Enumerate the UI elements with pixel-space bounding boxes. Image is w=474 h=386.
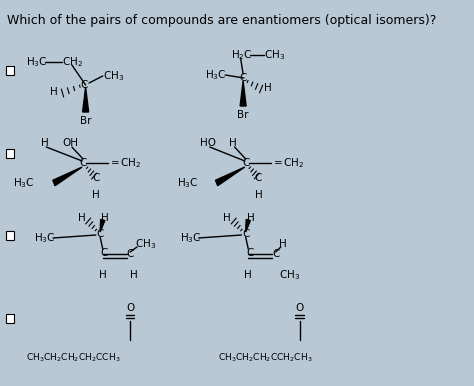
Polygon shape: [240, 81, 246, 106]
Polygon shape: [216, 167, 245, 186]
Text: H$_3$C: H$_3$C: [180, 231, 201, 245]
Bar: [7, 230, 14, 239]
Text: O: O: [126, 303, 134, 313]
Text: CH$_3$: CH$_3$: [279, 268, 301, 282]
Text: OH: OH: [62, 138, 78, 148]
Text: C: C: [97, 229, 104, 239]
Text: H$_2$C: H$_2$C: [231, 48, 253, 62]
Text: H: H: [41, 138, 48, 148]
Text: Br: Br: [80, 116, 91, 126]
Text: CH$_3$: CH$_3$: [135, 237, 156, 251]
Text: C: C: [79, 158, 87, 168]
Bar: [7, 66, 14, 74]
Text: H: H: [223, 213, 231, 223]
Text: H: H: [264, 83, 272, 93]
Text: C: C: [242, 229, 250, 239]
Text: CH$_3$CH$_2$CH$_2$CH$_2$CCH$_3$: CH$_3$CH$_2$CH$_2$CH$_2$CCH$_3$: [26, 352, 120, 364]
Polygon shape: [53, 167, 82, 186]
Text: HO: HO: [200, 138, 216, 148]
Text: H: H: [92, 190, 100, 200]
Text: CH$_2$: CH$_2$: [62, 55, 82, 69]
Text: C: C: [239, 73, 247, 83]
Polygon shape: [246, 219, 250, 232]
Text: Br: Br: [237, 110, 249, 120]
Text: C: C: [272, 249, 280, 259]
Text: C: C: [92, 173, 100, 183]
Text: H: H: [78, 213, 86, 223]
Text: C: C: [242, 158, 249, 168]
Text: $\mathdefault{=}$CH$_2$: $\mathdefault{=}$CH$_2$: [271, 156, 304, 170]
Text: C: C: [101, 248, 108, 258]
Text: C: C: [127, 249, 134, 259]
Text: H: H: [229, 138, 237, 148]
Text: H: H: [246, 213, 254, 223]
Text: H: H: [99, 270, 107, 280]
Bar: [7, 149, 14, 157]
Bar: [7, 313, 14, 322]
Text: C: C: [255, 173, 262, 183]
Text: H: H: [245, 270, 252, 280]
Text: H: H: [50, 87, 57, 97]
Text: H: H: [279, 239, 287, 249]
Text: H$_3$C: H$_3$C: [13, 176, 34, 190]
Text: CH$_3$: CH$_3$: [264, 48, 285, 62]
Text: CH$_3$CH$_2$CH$_2$CCH$_2$CH$_3$: CH$_3$CH$_2$CH$_2$CCH$_2$CH$_3$: [219, 352, 313, 364]
Polygon shape: [82, 87, 89, 112]
Text: H$_3$C: H$_3$C: [26, 55, 47, 69]
Text: H: H: [130, 270, 137, 280]
Polygon shape: [100, 219, 105, 232]
Text: Which of the pairs of compounds are enantiomers (optical isomers)?: Which of the pairs of compounds are enan…: [7, 14, 436, 27]
Text: C: C: [246, 248, 254, 258]
Text: C: C: [80, 80, 88, 90]
Text: H: H: [101, 213, 109, 223]
Text: H$_3$C: H$_3$C: [177, 176, 199, 190]
Text: H: H: [255, 190, 263, 200]
Text: $\mathdefault{=}$CH$_2$: $\mathdefault{=}$CH$_2$: [108, 156, 142, 170]
Text: CH$_3$: CH$_3$: [103, 69, 124, 83]
Text: O: O: [295, 303, 304, 313]
Text: H$_3$C: H$_3$C: [205, 68, 227, 82]
Text: H$_3$C: H$_3$C: [34, 231, 56, 245]
